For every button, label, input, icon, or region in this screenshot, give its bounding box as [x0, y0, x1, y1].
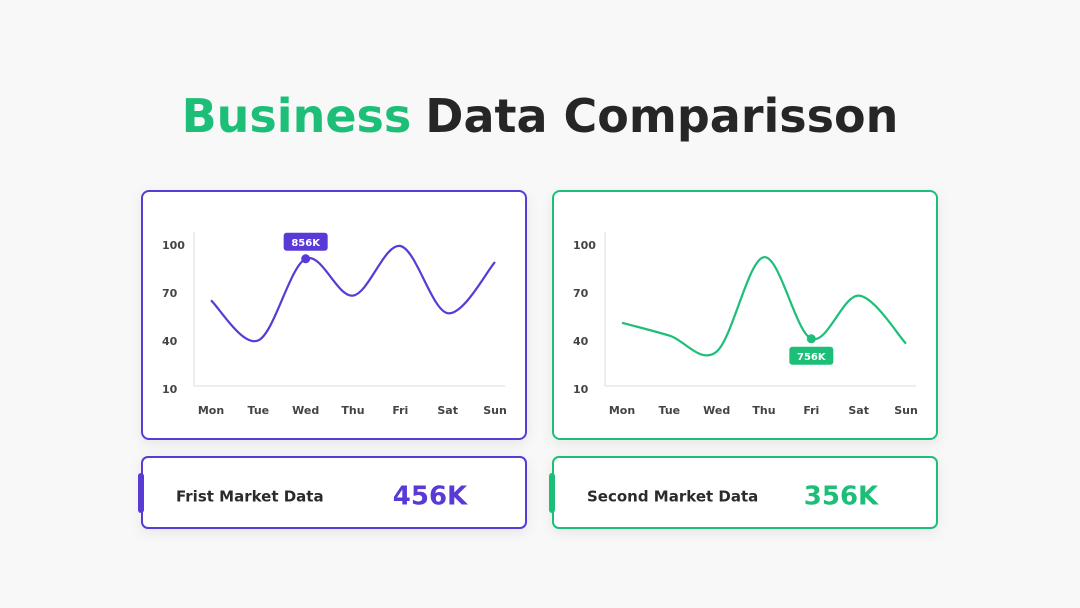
y-tick-label: 40	[162, 335, 178, 348]
slide-title: Business Data Comparisson	[182, 89, 899, 143]
card-value: 456K	[393, 482, 468, 512]
x-tick-label: Wed	[703, 404, 730, 417]
line	[210, 244, 496, 343]
y-tick-label: 10	[162, 383, 178, 396]
title-rest: Data Comparisson	[425, 89, 898, 143]
x-tick-label: Thu	[752, 404, 775, 417]
x-tick-label: Mon	[609, 404, 635, 417]
x-tick-label: Sat	[437, 404, 458, 417]
card-accent	[549, 473, 555, 513]
annotation-badge	[789, 346, 834, 365]
card-label: Frist Market Data	[176, 488, 324, 506]
y-tick-label: 70	[573, 287, 589, 300]
chart-card	[552, 190, 938, 440]
title-highlight: Business	[182, 89, 412, 143]
x-tick-label: Sat	[848, 404, 869, 417]
y-tick-label: 40	[573, 335, 589, 348]
card-accent	[138, 473, 144, 513]
x-tick-label: Tue	[248, 404, 270, 417]
line	[621, 256, 907, 357]
highlight-point	[301, 254, 311, 264]
x-tick-label: Sun	[894, 404, 918, 417]
y-tick-label: 100	[162, 239, 185, 252]
x-tick-label: Sun	[483, 404, 507, 417]
highlight-point	[806, 334, 816, 344]
annotation-badge	[283, 232, 328, 251]
x-tick-label: Thu	[341, 404, 364, 417]
y-tick-label: 10	[573, 383, 589, 396]
card-value: 356K	[804, 482, 879, 512]
chart-card	[141, 190, 527, 440]
x-tick-label: Fri	[392, 404, 408, 417]
x-tick-label: Mon	[198, 404, 224, 417]
x-tick-label: Fri	[803, 404, 819, 417]
annotation-label: 856K	[291, 238, 321, 249]
x-tick-label: Tue	[659, 404, 681, 417]
x-tick-label: Wed	[292, 404, 319, 417]
y-tick-label: 70	[162, 287, 178, 300]
annotation-label: 756K	[797, 352, 827, 363]
y-tick-label: 100	[573, 239, 596, 252]
card-label: Second Market Data	[587, 488, 758, 506]
